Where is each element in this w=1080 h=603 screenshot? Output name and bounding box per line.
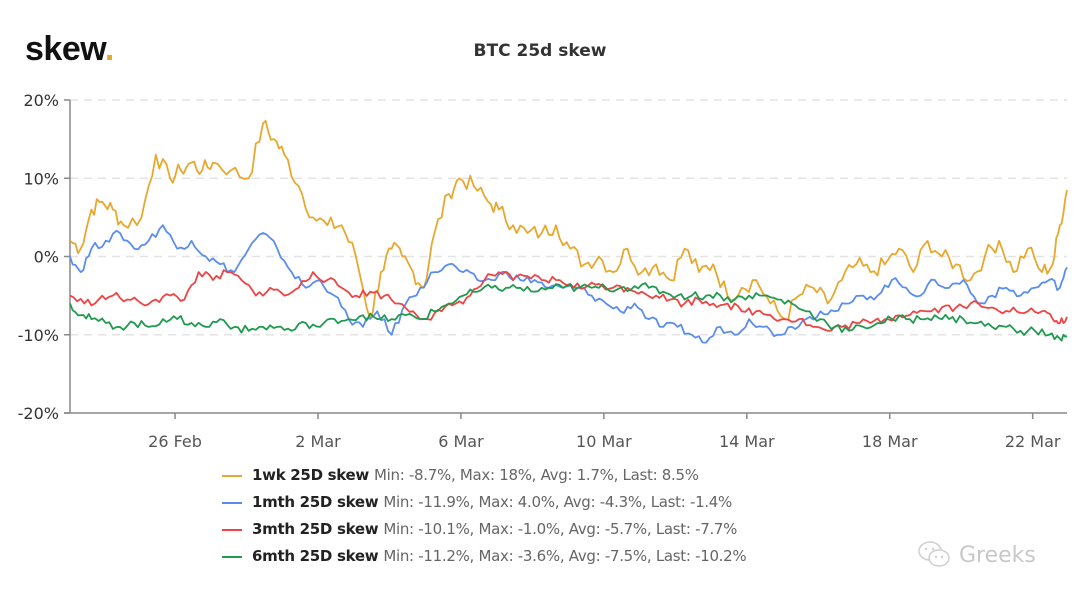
chart-title: BTC 25d skew [473,41,607,61]
legend-item[interactable]: 1mth 25D skew Min: -11.9%, Max: 4.0%, Avg… [222,489,746,516]
legend-series-stats: Min: -8.7%, Max: 18%, Avg: 1.7%, Last: 8… [373,466,699,484]
x-tick-label: 26 Feb [148,432,202,451]
y-tick-label: 10% [23,169,59,188]
series-line-4 [69,282,1068,342]
x-tick-label: 2 Mar [295,432,341,451]
logo-text: skew [25,30,105,68]
legend-swatch [222,501,242,504]
legend-series-name: 3mth 25D skew [252,520,379,538]
logo-dot: . [104,30,114,68]
y-axis-ticks: 20% 10% 0% -10% -20% [18,91,70,423]
x-tick-label: 18 Mar [862,432,918,451]
y-tick-label: 20% [23,91,59,110]
legend-series-stats: Min: -11.2%, Max: -3.6%, Avg: -7.5%, Las… [383,547,747,565]
legend-series-name: 1wk 25D skew [252,466,369,484]
x-tick-label: 10 Mar [576,432,632,451]
legend-item[interactable]: 6mth 25D skew Min: -11.2%, Max: -3.6%, Av… [222,543,747,570]
x-tick-label: 22 Mar [1005,432,1061,451]
series-lines [69,119,1068,344]
x-tick-label: 6 Mar [438,432,484,451]
legend-swatch [222,555,242,558]
gridlines [70,99,1067,336]
y-tick-label: -10% [18,326,59,345]
watermark: Greeks [917,540,1036,570]
legend: 1wk 25D skew Min: -8.7%, Max: 18%, Avg: 1… [222,462,747,570]
skew-logo: skew. [25,30,114,69]
legend-series-stats: Min: -10.1%, Max: -1.0%, Avg: -5.7%, Las… [383,520,738,538]
legend-item[interactable]: 1wk 25D skew Min: -8.7%, Max: 18%, Avg: 1… [222,462,746,489]
legend-series-stats: Min: -11.9%, Max: 4.0%, Avg: -4.3%, Last… [383,493,732,511]
legend-series-name: 6mth 25D skew [252,547,379,565]
series-line-1 [69,119,1068,321]
legend-item[interactable]: 3mth 25D skew Min: -10.1%, Max: -1.0%, Av… [222,516,746,543]
y-tick-label: -20% [18,404,59,423]
wechat-icon [918,541,950,567]
line-chart: 20% 10% 0% -10% -20% 26 Feb 2 Mar 6 Mar 10 Mar 1… [18,91,1068,451]
watermark-text: Greeks [959,542,1036,568]
legend-swatch [222,474,242,477]
x-axis-ticks: 26 Feb 2 Mar 6 Mar 10 Mar 14 Mar 18 Mar 22 Mar [148,413,1061,451]
series-line-3 [69,269,1068,332]
y-tick-label: 0% [34,248,59,267]
x-tick-label: 14 Mar [719,432,775,451]
legend-swatch [222,528,242,531]
legend-series-name: 1mth 25D skew [252,493,379,511]
